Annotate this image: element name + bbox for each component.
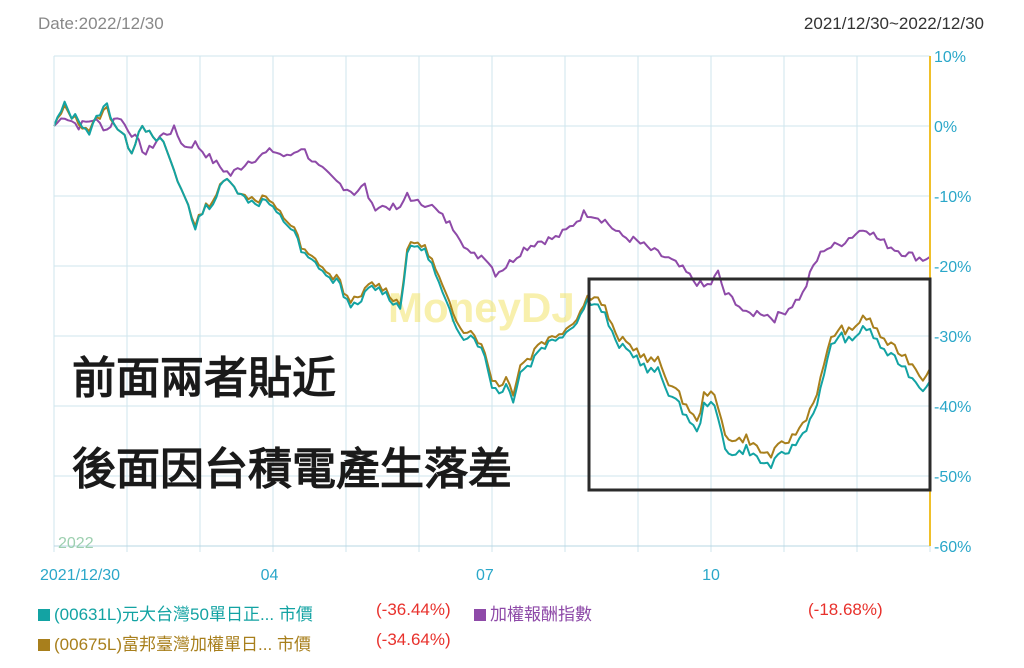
year-label: 2022 [58, 535, 94, 552]
annotation-line-1: 前面兩者貼近 [72, 354, 336, 403]
y-tick-label: 0% [934, 119, 957, 136]
legend-pct-index: (-18.68%) [808, 600, 883, 619]
x-tick-label: 07 [476, 567, 494, 584]
x-tick-label: 04 [261, 567, 279, 584]
axes: 10% 0% -10% -20% -30% -40% -50% -60% 2021/12/30 0… [40, 49, 971, 584]
legend-label-00631l: (00631L)元大台灣50單日正... 市價 [54, 605, 313, 624]
legend-swatch-index [474, 609, 486, 621]
legend-label-00675l: (00675L)富邦臺灣加權單日... 市價 [54, 635, 311, 654]
legend-pct-00631l: (-36.44%) [376, 600, 451, 619]
highlight-box [587, 277, 932, 492]
watermark: MoneyDJ [388, 284, 575, 331]
y-tick-label: 10% [934, 49, 966, 66]
annotation-line-2: 後面因台積電產生落差 [72, 445, 512, 494]
y-tick-label: -10% [934, 189, 971, 206]
date-range-label: 2021/12/30~2022/12/30 [803, 14, 984, 33]
legend-label-index: 加權報酬指數 [490, 605, 592, 624]
series-line-index [53, 117, 931, 324]
y-tick-label: -60% [934, 539, 971, 556]
legend-swatch-00675l [38, 639, 50, 651]
legend-swatch-00631l [38, 609, 50, 621]
series-line-00631l [53, 100, 931, 470]
legend-pct-00675l: (-34.64%) [376, 630, 451, 649]
legend-item-index[interactable]: 加權報酬指數 [474, 600, 592, 625]
y-tick-label: -50% [934, 469, 971, 486]
legend-item-00675l[interactable]: (00675L)富邦臺灣加權單日... 市價 [38, 630, 311, 655]
date-label: Date:2022/12/30 [38, 14, 164, 33]
legend: (00631L)元大台灣50單日正... 市價 (-36.44%) 加權報酬指數… [38, 596, 998, 656]
x-tick-label: 10 [702, 567, 720, 584]
x-tick-label: 2021/12/30 [40, 567, 120, 584]
y-tick-label: -20% [934, 259, 971, 276]
legend-item-00631l[interactable]: (00631L)元大台灣50單日正... 市價 [38, 600, 313, 625]
series-lines [53, 100, 931, 470]
y-tick-label: -30% [934, 329, 971, 346]
line-chart: MoneyDJ 10% 0% -10% -20% -30% -40% -50% -60% 202… [40, 49, 971, 584]
y-tick-label: -40% [934, 399, 971, 416]
